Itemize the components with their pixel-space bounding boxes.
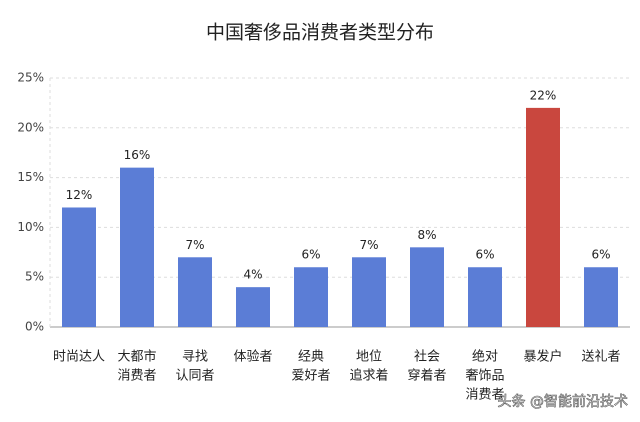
bar bbox=[62, 207, 96, 327]
bar bbox=[178, 257, 212, 327]
x-tick-label: 大都市 bbox=[117, 349, 156, 365]
value-label: 6% bbox=[591, 248, 610, 262]
x-tick-label: 送礼者 bbox=[581, 349, 620, 365]
x-tick-label: 消费者 bbox=[117, 369, 156, 384]
y-tick-label: 25% bbox=[17, 71, 44, 85]
x-tick-label: 暴发户 bbox=[523, 349, 562, 365]
x-tick-label: 追求着 bbox=[349, 368, 388, 384]
y-tick-label: 20% bbox=[17, 120, 44, 134]
value-label: 8% bbox=[417, 228, 436, 242]
value-label: 12% bbox=[66, 188, 93, 202]
value-label: 6% bbox=[301, 248, 320, 262]
x-tick-label: 认同者 bbox=[175, 369, 214, 384]
y-tick-label: 15% bbox=[17, 170, 44, 184]
value-label: 22% bbox=[530, 88, 557, 102]
value-label: 6% bbox=[475, 248, 494, 262]
x-tick-label: 地位 bbox=[356, 350, 382, 365]
watermark: 头条 @智能前沿技术 bbox=[498, 393, 628, 410]
x-tick-label: 奢饰品 bbox=[465, 369, 504, 384]
x-tick-label: 社会 bbox=[414, 349, 440, 365]
bar bbox=[468, 267, 502, 327]
bar bbox=[294, 267, 328, 327]
x-tick-label: 时尚达人 bbox=[53, 350, 105, 365]
x-tick-label: 穿着者 bbox=[407, 368, 446, 384]
x-tick-label: 绝对 bbox=[472, 349, 498, 365]
bar bbox=[352, 257, 386, 327]
y-tick-label: 0% bbox=[25, 320, 44, 334]
x-tick-label: 寻找 bbox=[182, 350, 208, 365]
chart-title: 中国奢侈品消费者类型分布 bbox=[206, 22, 434, 44]
y-tick-label: 10% bbox=[17, 220, 44, 234]
bar bbox=[120, 167, 154, 327]
x-tick-label: 体验者 bbox=[233, 349, 272, 365]
x-tick-label: 经典 bbox=[298, 350, 324, 365]
value-label: 7% bbox=[359, 238, 378, 252]
bar bbox=[584, 267, 618, 327]
bar bbox=[236, 287, 270, 327]
bar bbox=[526, 107, 560, 327]
x-tick-label: 爱好者 bbox=[291, 369, 330, 384]
value-label: 4% bbox=[243, 268, 262, 282]
y-tick-label: 5% bbox=[25, 270, 44, 284]
x-tick-label: 消费者 bbox=[465, 388, 504, 403]
value-label: 16% bbox=[124, 148, 151, 162]
value-label: 7% bbox=[185, 238, 204, 252]
bar bbox=[410, 247, 444, 327]
